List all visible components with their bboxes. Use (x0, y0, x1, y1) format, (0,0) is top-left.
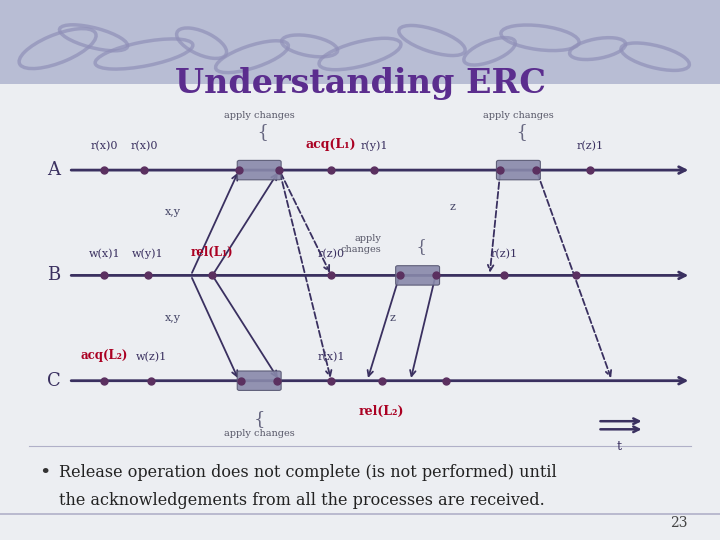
Text: B: B (48, 266, 60, 285)
Text: w(y)1: w(y)1 (132, 248, 163, 259)
Bar (0, 0, 720, 84)
FancyBboxPatch shape (237, 160, 281, 180)
Text: r(z)1: r(z)1 (577, 141, 604, 151)
Text: r(x)1: r(x)1 (318, 352, 345, 362)
Text: •: • (40, 464, 51, 482)
Text: apply
changes: apply changes (341, 234, 382, 254)
Text: apply changes: apply changes (483, 111, 554, 120)
Text: r(x)0: r(x)0 (91, 141, 118, 151)
Text: r(x)0: r(x)0 (130, 141, 158, 151)
Text: z: z (449, 202, 455, 212)
Text: Understanding ERC: Understanding ERC (174, 67, 546, 100)
Text: Release operation does not complete (is not performed) until: Release operation does not complete (is … (59, 464, 557, 481)
Text: C: C (47, 372, 61, 390)
Text: apply changes: apply changes (224, 429, 294, 438)
Text: r(z)0: r(z)0 (318, 249, 345, 259)
Text: z: z (390, 313, 395, 322)
Text: acq(L₁): acq(L₁) (306, 138, 356, 151)
Text: w(z)1: w(z)1 (135, 352, 167, 362)
Text: A: A (48, 161, 60, 179)
Text: r(y)1: r(y)1 (361, 140, 388, 151)
Text: 23: 23 (670, 516, 688, 530)
FancyBboxPatch shape (396, 266, 440, 285)
Text: x,y: x,y (165, 207, 181, 217)
Text: }: } (413, 237, 423, 254)
Text: }: } (513, 123, 524, 140)
Text: {: { (253, 410, 265, 428)
Text: }: } (253, 123, 265, 140)
Text: apply changes: apply changes (224, 111, 294, 120)
FancyBboxPatch shape (497, 160, 540, 180)
Text: t: t (617, 440, 621, 453)
Text: r(z)1: r(z)1 (490, 249, 518, 259)
Text: rel(L₂): rel(L₂) (359, 405, 405, 418)
Text: acq(L₂): acq(L₂) (81, 349, 128, 362)
Text: the acknowledgements from all the processes are received.: the acknowledgements from all the proces… (59, 492, 545, 509)
FancyBboxPatch shape (237, 371, 281, 390)
Text: rel(L₁): rel(L₁) (191, 246, 234, 259)
Text: x,y: x,y (165, 313, 181, 322)
Text: w(x)1: w(x)1 (89, 249, 120, 259)
